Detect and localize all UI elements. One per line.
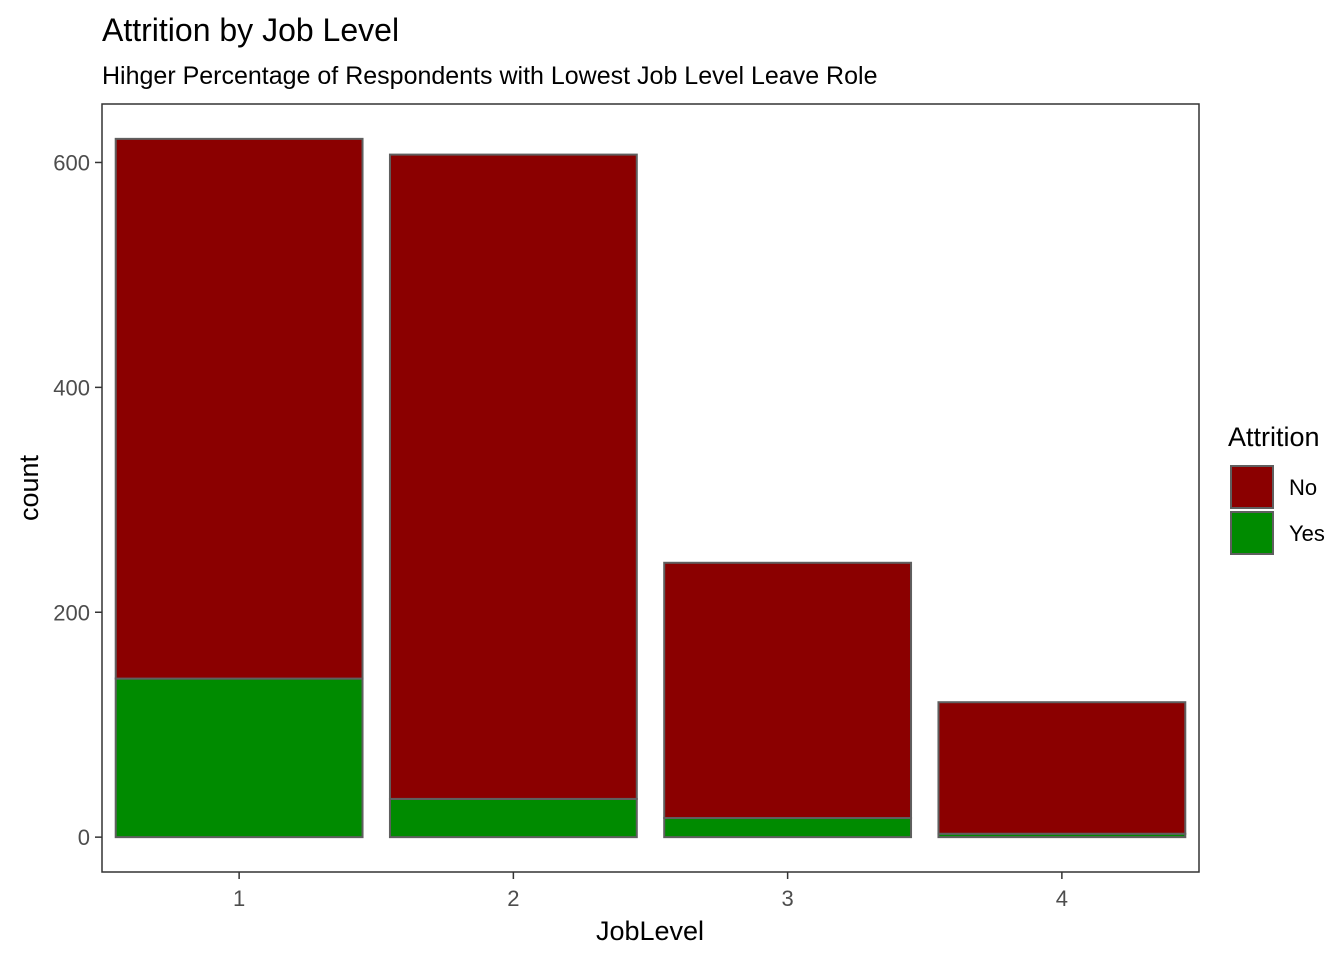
y-axis: 0 200 400 600 [53,150,102,850]
x-tick-label: 4 [1056,886,1068,911]
x-axis-label: JobLevel [596,916,704,946]
bar-segment-1-yes [114,677,364,839]
chart-subtitle: Hihger Percentage of Respondents with Lo… [102,62,877,90]
y-tick-label: 200 [53,600,90,625]
legend-label-no: No [1289,475,1317,500]
legend: Attrition No Yes [1228,422,1325,555]
y-tick-label: 600 [53,150,90,175]
bar-segment-1-no [114,137,364,680]
legend-key-yes [1230,511,1274,555]
legend-title: Attrition [1228,422,1320,452]
y-tick-label: 0 [78,825,90,850]
y-axis-label: count [14,454,44,521]
bar-segment-2-yes [388,797,638,839]
x-tick-label: 1 [233,886,245,911]
legend-key-no [1230,465,1274,509]
plot-panel-border [101,103,1200,873]
bar-segment-3-yes [663,817,913,839]
legend-label-yes: Yes [1289,521,1325,546]
bar-segment-2-no [388,153,638,800]
x-tick-label: 2 [507,886,519,911]
bar-segment-3-no [663,561,913,820]
x-axis: 1 2 3 4 [233,872,1068,911]
chart-title: Attrition by Job Level [102,12,399,48]
y-tick-label: 400 [53,375,90,400]
bar-segment-4-no [937,701,1187,835]
x-tick-label: 3 [782,886,794,911]
bars-layer [114,137,1187,839]
